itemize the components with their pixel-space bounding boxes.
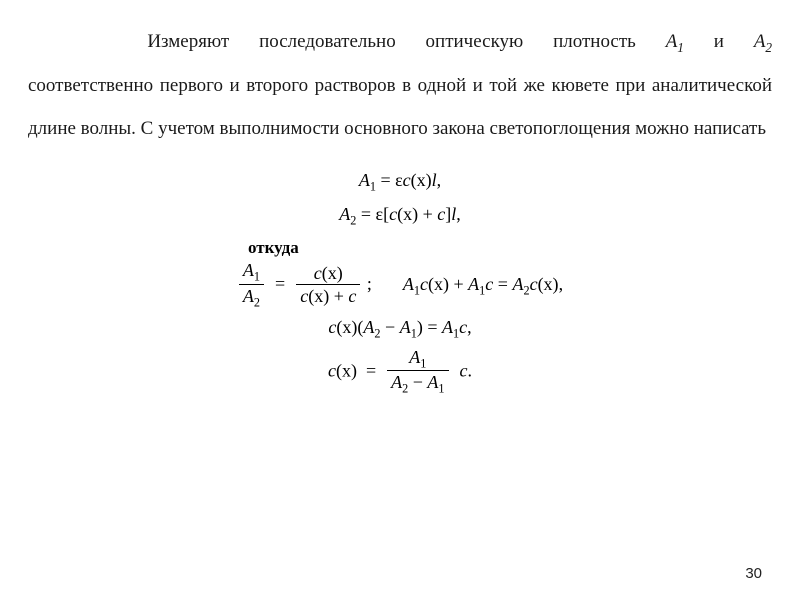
var-c: c (420, 274, 428, 294)
arg-x: (x) (336, 317, 357, 337)
sub-1: 1 (254, 269, 260, 283)
plus: + (449, 274, 468, 294)
equation-3: A1 A2 = c(x) c(x) + c ; A1c(x) + A1c = A… (28, 260, 772, 311)
equations-block: A1 = εc(x)l, A2 = ε[c(x) + c]l, откуда A… (28, 165, 772, 397)
paragraph-rest: соответственно первого и второго раствор… (28, 75, 772, 140)
var-A: A (409, 347, 420, 367)
var-A: A (442, 317, 453, 337)
var-c: c (389, 204, 397, 224)
var-A: A (403, 274, 414, 294)
whence-label: откуда (28, 238, 772, 258)
subscript-1: 1 (677, 40, 684, 55)
comma: , (437, 170, 442, 190)
arg-x: (x) (538, 274, 559, 294)
var-c: c (530, 274, 538, 294)
fraction-final: A1 A2 − A1 (387, 347, 448, 398)
minus: − (381, 317, 400, 337)
page: Измеряют последовательно оптическую плот… (0, 0, 800, 600)
semicolon: ; (367, 273, 372, 293)
word: плотность (553, 31, 636, 52)
var-c: c (300, 286, 308, 306)
plus: + (418, 204, 437, 224)
comma: , (456, 204, 461, 224)
arg-x: (x) (411, 170, 432, 190)
page-number: 30 (745, 565, 762, 582)
plus: + (329, 286, 348, 306)
var-A: A (400, 317, 411, 337)
equation-3-rhs: A1c(x) + A1c = A2c(x), (403, 269, 563, 301)
var-c: c (328, 360, 336, 380)
var-A: A (243, 286, 254, 306)
sub-1: 1 (438, 382, 444, 396)
word: последовательно (259, 31, 396, 52)
paragraph-first-line: Измеряют последовательно оптическую плот… (28, 20, 772, 64)
fraction-cx: c(x) c(x) + c (296, 263, 360, 307)
period: . (468, 360, 473, 380)
arg-x: (x) (397, 204, 418, 224)
var-eps: ε (395, 170, 403, 190)
var-A: A (243, 260, 254, 280)
var-A: A (339, 204, 350, 224)
sub-1: 1 (420, 356, 426, 370)
sub-2: 2 (350, 214, 356, 228)
sub-2: 2 (254, 295, 260, 309)
var-A: A (359, 170, 370, 190)
var-A: A (468, 274, 479, 294)
arg-x: (x) (308, 286, 329, 306)
var-A: A (427, 372, 438, 392)
arg-x: (x) (428, 274, 449, 294)
var-c: c (314, 263, 322, 283)
var-c: c (348, 286, 356, 306)
equals: = (423, 317, 442, 337)
subscript-2: 2 (765, 40, 772, 55)
var-c: c (403, 170, 411, 190)
equals: = (493, 274, 512, 294)
equation-2: A2 = ε[c(x) + c]l, (28, 199, 772, 231)
main-paragraph: Измеряют последовательно оптическую плот… (28, 20, 772, 151)
equation-5: c(x) = A1 A2 − A1 c. (28, 347, 772, 398)
var-A: A (391, 372, 402, 392)
symbol-A1: А1 (666, 31, 684, 52)
var-A: A (363, 317, 374, 337)
minus: − (408, 372, 427, 392)
var-c: c (460, 360, 468, 380)
word: Измеряют (147, 31, 229, 52)
var-eps: ε (376, 204, 384, 224)
sub-1: 1 (370, 180, 376, 194)
fraction-A1A2: A1 A2 (239, 260, 264, 311)
symbol-A2: А2 (754, 31, 772, 52)
comma: , (467, 317, 472, 337)
arg-x: (x) (322, 263, 343, 283)
var-c: c (459, 317, 467, 337)
var-A: A (512, 274, 523, 294)
equation-4: c(x)(A2 − A1) = A1c, (28, 312, 772, 344)
word-and: и (714, 31, 724, 52)
symbol-A: А (666, 31, 678, 52)
equation-1: A1 = εc(x)l, (28, 165, 772, 197)
word: оптическую (426, 31, 524, 52)
arg-x: (x) (336, 360, 357, 380)
comma: , (559, 274, 564, 294)
symbol-A: А (754, 31, 766, 52)
